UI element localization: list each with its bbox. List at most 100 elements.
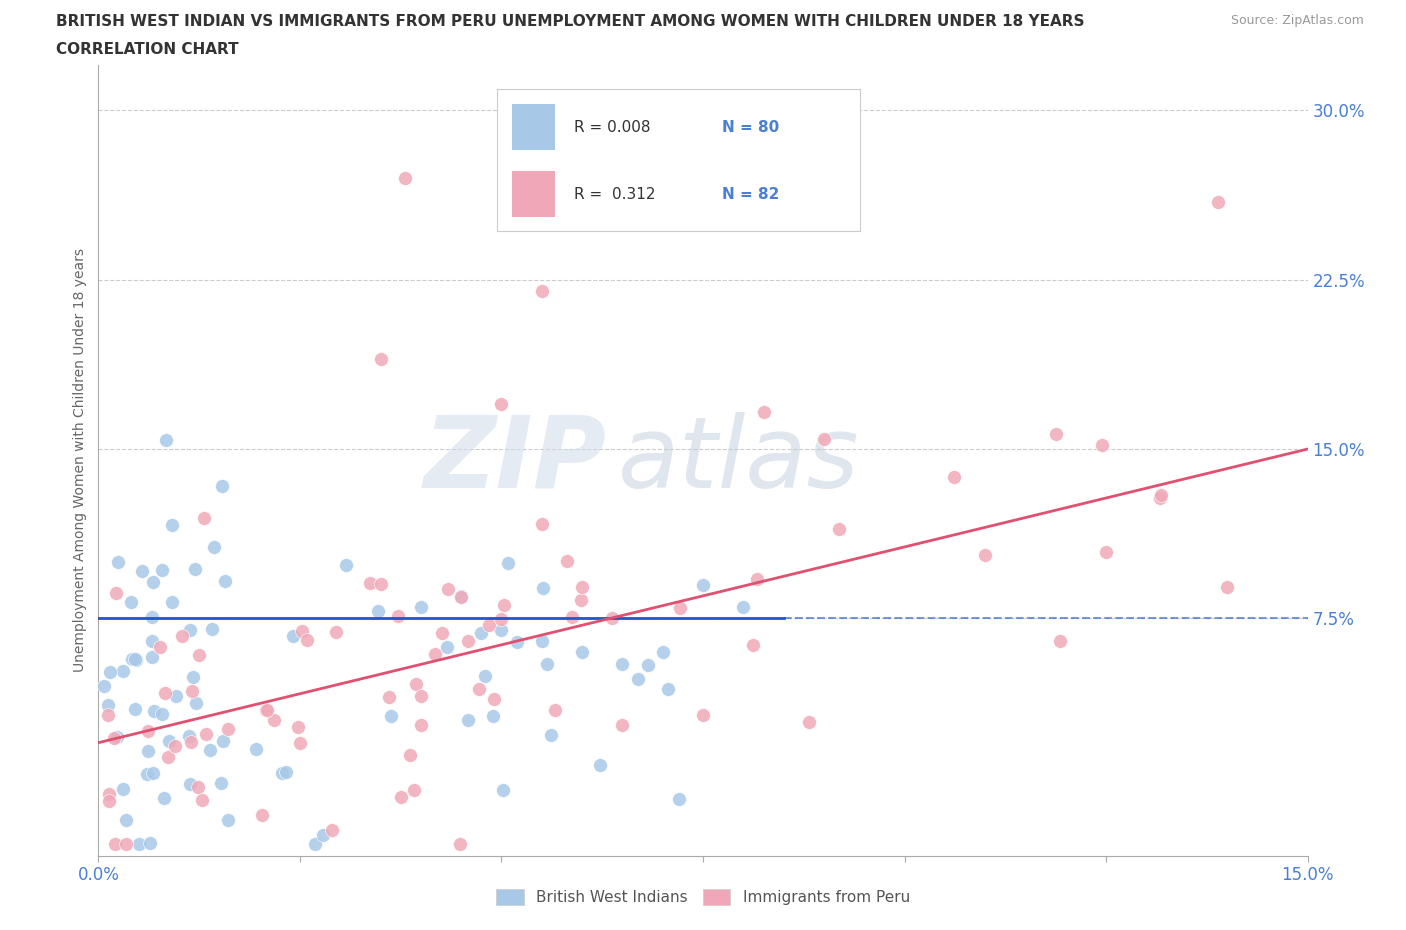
- Point: [484, 691, 506, 706]
- Point: [370, 577, 392, 591]
- Point: [692, 578, 714, 592]
- Point: [409, 600, 432, 615]
- Point: [436, 639, 458, 654]
- Point: [1150, 487, 1173, 502]
- Point: [974, 548, 997, 563]
- Point: [98, 664, 121, 679]
- Point: [263, 712, 285, 727]
- Text: CORRELATION CHART: CORRELATION CHART: [56, 42, 239, 57]
- Point: [637, 658, 659, 672]
- Point: [692, 708, 714, 723]
- Point: [370, 352, 392, 366]
- Point: [449, 837, 471, 852]
- Point: [627, 671, 650, 686]
- Point: [254, 702, 277, 717]
- Point: [425, 647, 447, 662]
- Point: [120, 594, 142, 609]
- Point: [157, 749, 180, 764]
- Point: [543, 702, 565, 717]
- Point: [491, 611, 513, 626]
- Point: [245, 741, 267, 756]
- Point: [214, 574, 236, 589]
- Point: [482, 709, 505, 724]
- Point: [98, 787, 121, 802]
- Point: [492, 597, 515, 612]
- Point: [281, 629, 304, 644]
- Point: [600, 611, 623, 626]
- Point: [942, 470, 965, 485]
- Point: [142, 575, 165, 590]
- Point: [97, 793, 120, 808]
- Point: [1216, 579, 1239, 594]
- Point: [530, 284, 553, 299]
- Point: [105, 730, 128, 745]
- Point: [177, 728, 200, 743]
- Point: [359, 576, 381, 591]
- Point: [256, 703, 278, 718]
- Point: [311, 828, 333, 843]
- Point: [128, 837, 150, 852]
- Point: [188, 647, 211, 662]
- Text: BRITISH WEST INDIAN VS IMMIGRANTS FROM PERU UNEMPLOYMENT AMONG WOMEN WITH CHILDR: BRITISH WEST INDIAN VS IMMIGRANTS FROM P…: [56, 14, 1085, 29]
- Point: [569, 592, 592, 607]
- Point: [153, 790, 176, 805]
- Point: [139, 836, 162, 851]
- Point: [136, 724, 159, 738]
- Text: ZIP: ZIP: [423, 412, 606, 509]
- Point: [179, 777, 201, 792]
- Point: [104, 837, 127, 852]
- Point: [1095, 545, 1118, 560]
- Point: [141, 649, 163, 664]
- Point: [135, 766, 157, 781]
- Point: [405, 676, 427, 691]
- Point: [1149, 491, 1171, 506]
- Point: [155, 432, 177, 447]
- Point: [103, 731, 125, 746]
- Point: [153, 685, 176, 700]
- Point: [170, 629, 193, 644]
- Point: [105, 585, 128, 600]
- Point: [505, 635, 527, 650]
- Point: [187, 779, 209, 794]
- Point: [536, 657, 558, 671]
- Point: [409, 688, 432, 703]
- Point: [325, 625, 347, 640]
- Point: [813, 432, 835, 446]
- Point: [432, 625, 454, 640]
- Point: [184, 561, 207, 576]
- Point: [450, 589, 472, 604]
- Point: [115, 813, 138, 828]
- Point: [190, 792, 212, 807]
- Point: [478, 618, 501, 632]
- Point: [198, 742, 221, 757]
- Point: [150, 706, 173, 721]
- Point: [160, 517, 183, 532]
- Point: [752, 405, 775, 419]
- Point: [149, 639, 172, 654]
- Point: [394, 170, 416, 185]
- Point: [571, 579, 593, 594]
- Point: [150, 563, 173, 578]
- Point: [97, 698, 120, 712]
- Point: [121, 651, 143, 666]
- Point: [470, 625, 492, 640]
- Point: [669, 601, 692, 616]
- Point: [194, 727, 217, 742]
- Point: [1091, 437, 1114, 452]
- Point: [491, 396, 513, 411]
- Point: [530, 517, 553, 532]
- Point: [457, 634, 479, 649]
- Point: [97, 708, 120, 723]
- Point: [114, 837, 136, 852]
- Point: [457, 712, 479, 727]
- Point: [335, 557, 357, 572]
- Point: [668, 791, 690, 806]
- Point: [797, 715, 820, 730]
- Point: [295, 632, 318, 647]
- Point: [181, 684, 204, 698]
- Point: [1049, 633, 1071, 648]
- Point: [387, 608, 409, 623]
- Point: [93, 679, 115, 694]
- Point: [141, 633, 163, 648]
- Point: [217, 813, 239, 828]
